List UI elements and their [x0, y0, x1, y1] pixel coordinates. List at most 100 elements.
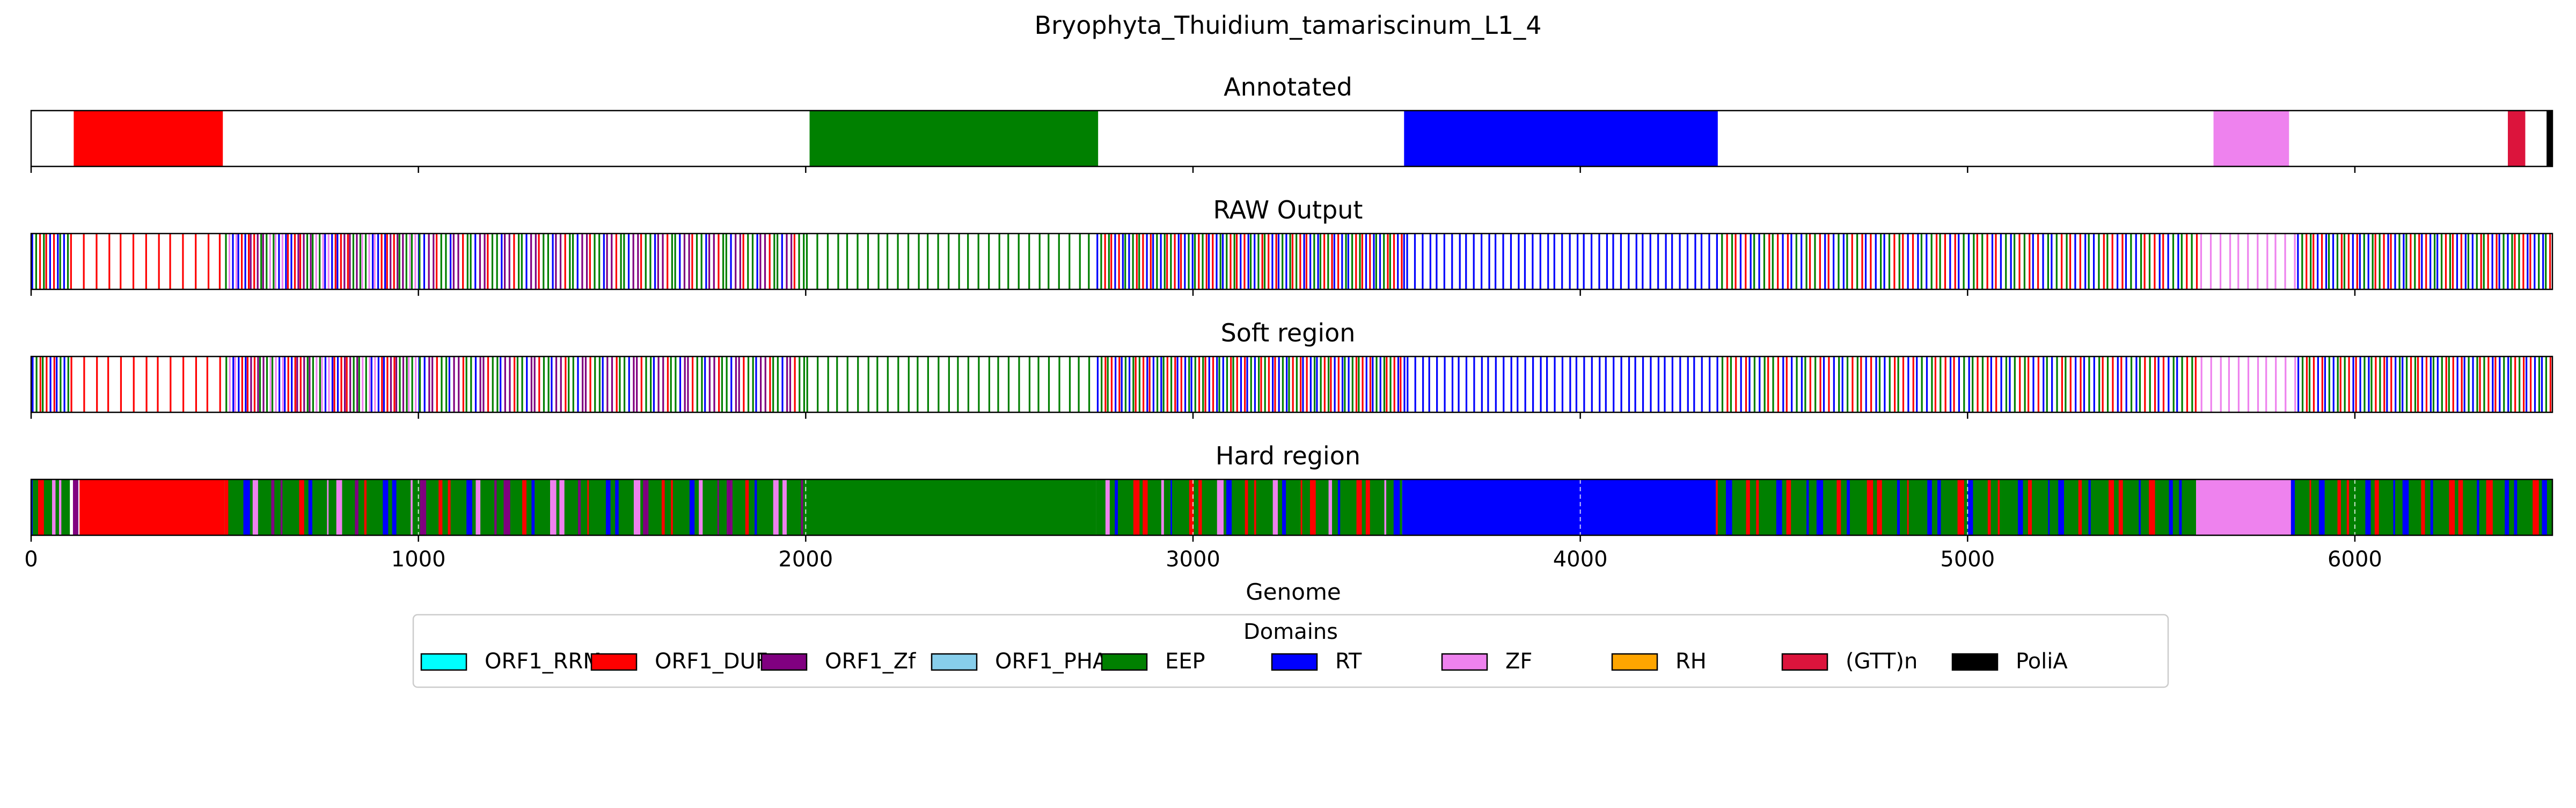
hard-mark: [1226, 479, 1232, 535]
hard-mark: [1217, 479, 1224, 535]
hard-mark: [2374, 479, 2379, 535]
hard-mark: [1997, 479, 2000, 535]
legend-title: Domains: [1243, 620, 1338, 644]
legend-label-rt: RT: [1335, 649, 1362, 674]
legend-swatch-orf1zf: [760, 653, 808, 671]
hard-mark: [2430, 479, 2433, 535]
x-tick-label: 1000: [391, 547, 446, 572]
hard-mark: [2449, 479, 2455, 535]
hard-mark: [252, 479, 258, 535]
hard-mark: [1161, 479, 1164, 535]
x-tick-label: 4000: [1553, 547, 1608, 572]
legend-swatch-gttn: [1781, 653, 1828, 671]
legend-swatch-orf1duf: [590, 653, 638, 671]
hard-mark: [1877, 479, 1882, 535]
hard-mark: [1133, 479, 1140, 535]
hard-mark: [1356, 479, 1362, 535]
legend-swatch-orf1rrm: [420, 653, 467, 671]
hard-mark: [587, 479, 589, 535]
hard-mark: [1756, 479, 1759, 535]
hard-mark: [1170, 479, 1173, 535]
panel-title-raw: RAW Output: [1213, 195, 1363, 224]
hard-mark: [280, 479, 283, 535]
hard-mark: [2058, 479, 2064, 535]
hard-mark: [782, 479, 787, 535]
hard-mark: [2139, 479, 2141, 535]
panel-title-hard: Hard region: [1216, 441, 1360, 470]
hard-mark: [2169, 479, 2173, 535]
hard-mark: [411, 479, 413, 535]
hard-mark: [1254, 479, 1256, 535]
hard-mark: [2078, 479, 2082, 535]
hard-mark: [2458, 479, 2463, 535]
hard-mark: [1967, 479, 1973, 535]
hard-mark: [38, 479, 44, 535]
hard-mark: [1365, 479, 1370, 535]
panel-title-soft: Soft region: [1221, 318, 1356, 347]
track-soft-frame: [30, 355, 2553, 413]
hard-mark: [1143, 479, 1148, 535]
legend-frame: [412, 614, 2169, 688]
hard-mark: [2346, 479, 2350, 535]
hard-mark: [1282, 479, 1286, 535]
hard-mark: [308, 479, 312, 535]
annotated-segment-polia: [2546, 111, 2552, 166]
x-tick-label: 6000: [2328, 547, 2382, 572]
track-raw-output: [31, 234, 2551, 289]
annotated-segment-rt: [1404, 111, 1718, 166]
hard-mark: [327, 479, 329, 535]
hard-mark: [801, 479, 803, 535]
hard-mark: [2290, 479, 2295, 535]
hard-mark: [1897, 479, 1900, 535]
track-annotated: [74, 111, 2552, 166]
legend-label-gttn: (GTT)n: [1846, 649, 1918, 674]
hard-segment: [1402, 479, 1716, 535]
panel-title-annotated: Annotated: [1224, 72, 1352, 101]
hard-segment: [2196, 479, 2291, 535]
legend-swatch-polia: [1951, 653, 1999, 671]
hard-mark: [2514, 479, 2518, 535]
hard-mark: [2337, 479, 2341, 535]
hard-mark: [2048, 479, 2050, 535]
legend-swatch-zf: [1441, 653, 1488, 671]
annotated-segment-orf1duf: [74, 111, 223, 166]
hard-mark: [661, 479, 665, 535]
hard-mark: [31, 479, 33, 535]
hard-mark: [392, 479, 397, 535]
hard-mark: [1987, 479, 1991, 535]
hard-mark: [2118, 479, 2123, 535]
hard-mark: [271, 479, 275, 535]
hard-mark: [671, 479, 673, 535]
hard-mark: [1716, 479, 1718, 535]
hard-mark: [1115, 479, 1118, 535]
hard-mark: [559, 479, 565, 535]
hard-mark: [1245, 479, 1248, 535]
legend-label-zf: ZF: [1505, 649, 1532, 674]
hard-segment: [1716, 479, 2197, 535]
hard-mark: [531, 479, 535, 535]
hard-mark: [1105, 479, 1110, 535]
x-tick-label: 2000: [778, 547, 833, 572]
hard-mark: [1393, 479, 1400, 535]
hard-mark: [643, 479, 649, 535]
legend-swatch-orf1pha: [931, 653, 978, 671]
hard-mark: [2028, 479, 2032, 535]
x-axis-ticks: 0 1000 2000 3000 4000 5000 6000: [24, 166, 2382, 572]
hard-mark: [2365, 479, 2371, 535]
annotated-segment-eep: [809, 111, 1099, 166]
hard-mark: [1309, 479, 1316, 535]
hard-mark: [2318, 479, 2325, 535]
hard-mark: [52, 479, 56, 535]
hard-mark: [522, 479, 527, 535]
hard-mark: [1746, 479, 1750, 535]
hard-mark: [72, 479, 79, 535]
hard-mark: [438, 479, 443, 535]
hard-mark: [1776, 479, 1782, 535]
legend-label-orf1pha: ORF1_PHA: [995, 649, 1108, 674]
hard-mark: [2393, 479, 2396, 535]
hard-mark: [2542, 479, 2547, 535]
hard-mark: [1907, 479, 1909, 535]
legend-label-eep: EEP: [1165, 649, 1205, 674]
hard-mark: [633, 479, 641, 535]
legend-swatch-rt: [1271, 653, 1318, 671]
